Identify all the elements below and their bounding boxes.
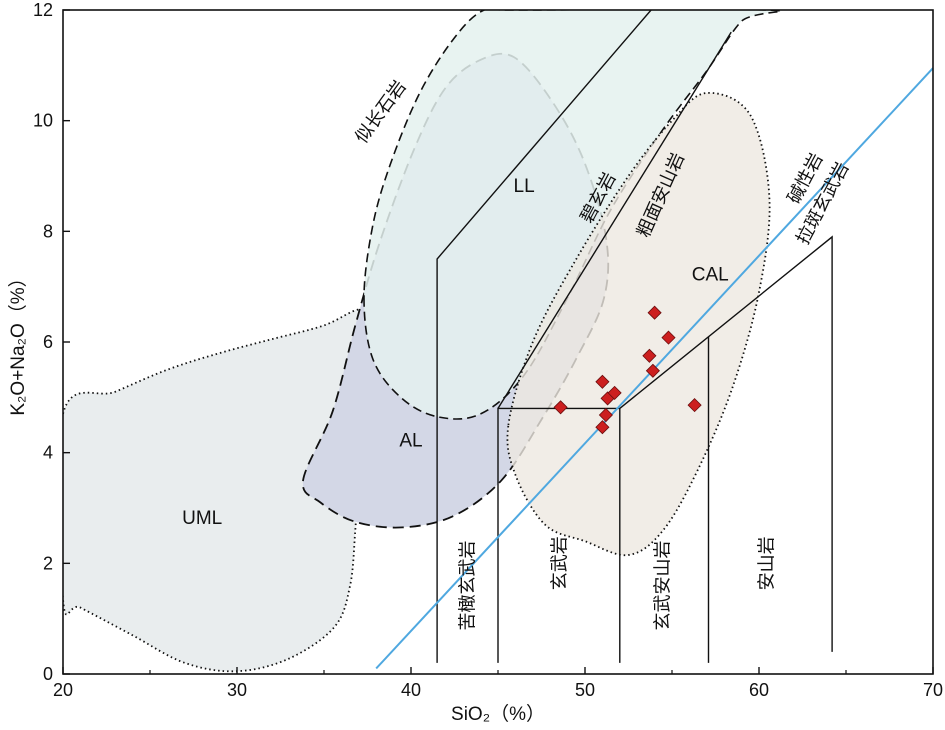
data-point [642, 348, 657, 363]
rock-name-label: 苦橄玄武岩 [457, 540, 478, 630]
boundary-line [436, 9, 652, 663]
field-label-al: AL [399, 431, 422, 452]
data-point [645, 363, 660, 378]
x-tick-label: 50 [575, 680, 595, 700]
data-point [607, 385, 622, 400]
rock-name-label: 玄武岩 [550, 536, 571, 590]
y-tick-label: 12 [33, 0, 53, 20]
y-tick-label: 8 [43, 221, 53, 241]
field-regions [63, 10, 782, 673]
rock-name-label: 玄武安山岩 [652, 541, 673, 631]
field-ll-region [363, 10, 782, 420]
field-label-ll: LL [514, 176, 535, 197]
x-tick-label: 30 [227, 680, 247, 700]
y-axis-title: K₂O+Na₂O（%） [7, 268, 29, 415]
data-point [647, 305, 662, 320]
boundary-line [497, 31, 732, 409]
data-point [553, 400, 568, 415]
axis-ticks: 20 30 40 50 60 70 0 2 4 6 8 10 12 [33, 0, 943, 700]
data-point [595, 374, 610, 389]
field-cal-region [506, 92, 771, 557]
y-tick-label: 2 [43, 553, 53, 573]
y-tick-label: 10 [33, 111, 53, 131]
field-label-uml: UML [182, 508, 222, 529]
classification-lines [436, 9, 833, 663]
data-point [687, 398, 702, 413]
x-tick-label: 20 [53, 680, 73, 700]
y-tick-label: 6 [43, 332, 53, 352]
x-tick-label: 70 [923, 680, 943, 700]
data-point [661, 330, 676, 345]
sample-points [553, 305, 702, 435]
data-point [598, 407, 613, 423]
y-tick-label: 4 [43, 443, 53, 463]
x-tick-label: 60 [749, 680, 769, 700]
x-tick-label: 40 [401, 680, 421, 700]
field-label-cal: CAL [692, 265, 729, 286]
rock-name-label: 安山岩 [757, 536, 778, 590]
x-axis-title: SiO₂（%） [451, 703, 545, 725]
field-uml-region [63, 307, 407, 673]
y-tick-label: 0 [43, 664, 53, 684]
data-point [595, 420, 610, 435]
